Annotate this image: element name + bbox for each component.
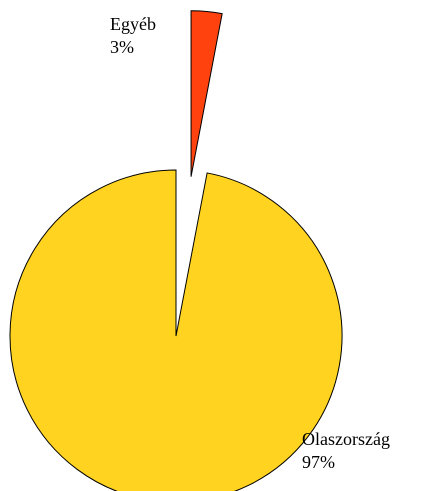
slice-label: Olaszország <box>302 429 390 449</box>
pie-slice <box>9 169 343 491</box>
pie-slice <box>190 10 223 177</box>
slice-value-label: 97% <box>302 452 335 472</box>
slice-value-label: 3% <box>110 37 134 57</box>
slice-label: Egyéb <box>110 14 156 34</box>
